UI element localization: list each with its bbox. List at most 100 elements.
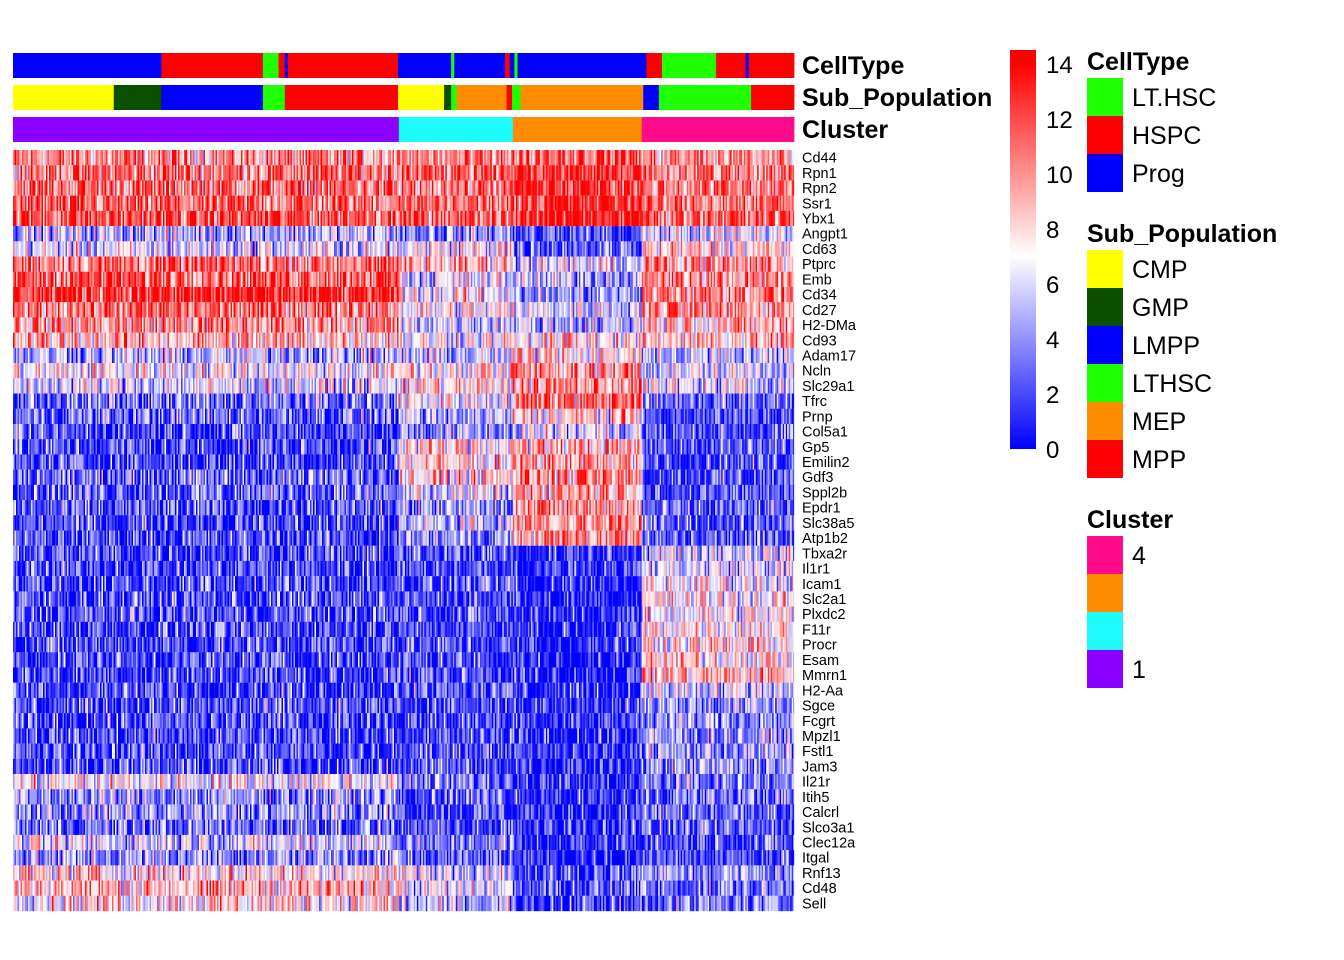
- heatmap-cell: [148, 150, 150, 165]
- heatmap-cell: [25, 196, 27, 211]
- heatmap-cell: [105, 165, 107, 180]
- heatmap-cell: [313, 196, 315, 211]
- heatmap-cell: [189, 211, 191, 226]
- heatmap-cell: [315, 196, 317, 211]
- heatmap-cell: [388, 180, 390, 195]
- heatmap-cell: [202, 150, 204, 165]
- heatmap-cell: [156, 165, 158, 180]
- heatmap-cell: [69, 211, 71, 226]
- heatmap-cell: [244, 150, 246, 165]
- heatmap-cell: [120, 150, 122, 165]
- annotation-segment: [512, 85, 521, 110]
- heatmap-cell: [120, 196, 122, 211]
- heatmap-cell: [187, 196, 189, 211]
- heatmap-cell: [270, 180, 272, 195]
- heatmap-cell: [196, 165, 198, 180]
- heatmap-cell: [202, 165, 204, 180]
- heatmap-cell: [147, 180, 149, 195]
- heatmap-cell: [66, 180, 68, 195]
- heatmap-cell: [277, 165, 279, 180]
- heatmap-row: [13, 150, 399, 165]
- heatmap-cell: [15, 150, 17, 165]
- heatmap-cell: [352, 180, 354, 195]
- heatmap-cell: [331, 196, 333, 211]
- heatmap-cell: [43, 196, 45, 211]
- heatmap-cell: [280, 196, 282, 211]
- heatmap-cell: [57, 165, 59, 180]
- heatmap-cell: [34, 165, 36, 180]
- annotation-segment: [285, 85, 399, 110]
- heatmap-cell: [120, 211, 122, 226]
- heatmap-cell: [264, 180, 266, 195]
- heatmap-cell: [156, 196, 158, 211]
- heatmap-cell: [19, 165, 21, 180]
- heatmap-cell: [288, 150, 290, 165]
- heatmap-cell: [267, 150, 269, 165]
- heatmap-cell: [106, 196, 108, 211]
- heatmap-cell: [373, 180, 375, 195]
- heatmap-cell: [141, 180, 143, 195]
- heatmap-cell: [270, 196, 272, 211]
- heatmap-cell: [255, 150, 257, 165]
- heatmap-cell: [307, 165, 309, 180]
- heatmap-cell: [262, 196, 264, 211]
- heatmap-cell: [312, 180, 314, 195]
- heatmap-cell: [43, 150, 45, 165]
- heatmap-cell: [145, 211, 147, 226]
- annotation-segment: [161, 53, 263, 78]
- heatmap-cell: [40, 165, 42, 180]
- heatmap-cell: [312, 196, 314, 211]
- heatmap-cell: [274, 196, 276, 211]
- heatmap-cell: [205, 180, 207, 195]
- heatmap-cell: [310, 165, 312, 180]
- heatmap-cell: [79, 180, 81, 195]
- heatmap-cell: [363, 180, 365, 195]
- heatmap-cell: [243, 150, 245, 165]
- heatmap-cell: [139, 150, 141, 165]
- heatmap-cell: [379, 165, 381, 180]
- heatmap-cell: [21, 196, 23, 211]
- heatmap-cell: [262, 150, 264, 165]
- heatmap-cell: [253, 165, 255, 180]
- heatmap-cell: [199, 211, 201, 226]
- heatmap-cell: [136, 180, 138, 195]
- heatmap-cell: [160, 150, 162, 165]
- heatmap-cell: [88, 165, 90, 180]
- heatmap-cell: [72, 196, 74, 211]
- heatmap-cell: [333, 180, 335, 195]
- heatmap-cell: [22, 180, 24, 195]
- heatmap-cell: [84, 196, 86, 211]
- heatmap-cell: [34, 196, 36, 211]
- heatmap-cell: [160, 180, 162, 195]
- heatmap-cell: [169, 180, 171, 195]
- heatmap-cell: [187, 165, 189, 180]
- heatmap-cell: [58, 211, 60, 226]
- heatmap-cell: [102, 180, 104, 195]
- heatmap-cell: [361, 196, 363, 211]
- heatmap-cell: [340, 180, 342, 195]
- heatmap-cell: [357, 150, 359, 165]
- heatmap-cell: [199, 150, 201, 165]
- heatmap-cell: [321, 150, 323, 165]
- heatmap-cell: [291, 165, 293, 180]
- heatmap-cell: [198, 150, 200, 165]
- heatmap-cell: [309, 196, 311, 211]
- heatmap-cell: [315, 180, 317, 195]
- heatmap-cell: [279, 180, 281, 195]
- heatmap-cell: [61, 211, 63, 226]
- heatmap-cell: [34, 211, 36, 226]
- heatmap-cell: [228, 180, 230, 195]
- heatmap-cell: [187, 211, 189, 226]
- heatmap-cell: [90, 150, 92, 165]
- heatmap-cell: [259, 196, 261, 211]
- heatmap-cell: [159, 150, 161, 165]
- heatmap-cell: [52, 211, 54, 226]
- heatmap-cell: [342, 196, 344, 211]
- heatmap-cell: [93, 180, 95, 195]
- heatmap-cell: [192, 180, 194, 195]
- heatmap-cell: [168, 150, 170, 165]
- heatmap-cell: [259, 180, 261, 195]
- heatmap-cell: [277, 180, 279, 195]
- heatmap-cell: [223, 180, 225, 195]
